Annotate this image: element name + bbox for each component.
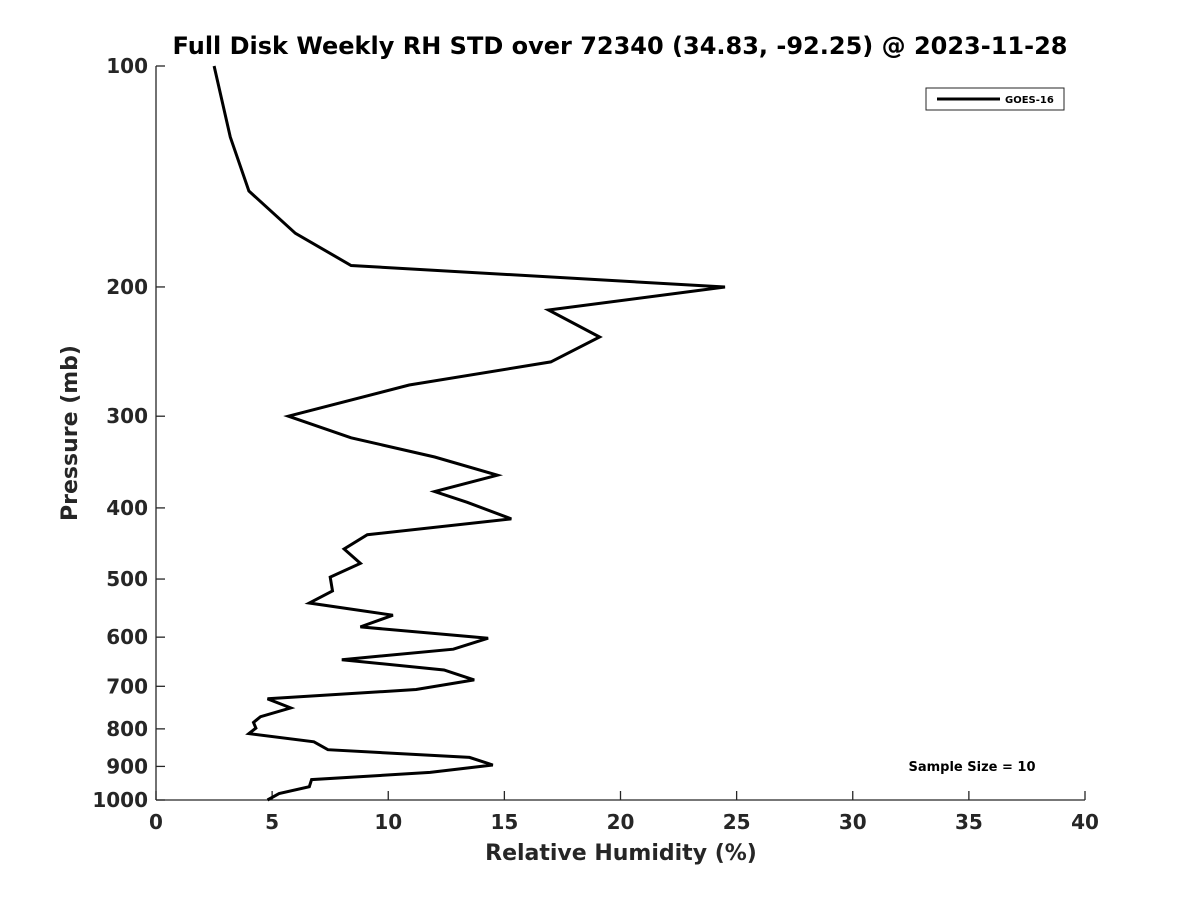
y-tick-label: 300 <box>106 404 148 428</box>
y-axis-ticks: 100 200 300 400 500 600 700 800 900 1000 <box>92 54 165 812</box>
plot-area: 0 5 10 15 20 25 30 35 40 100 200 300 400 500 600 700 80… <box>92 54 1099 834</box>
legend-entry-goes16: GOES-16 <box>1005 95 1054 106</box>
y-tick-label: 200 <box>106 275 148 299</box>
x-tick-label: 15 <box>490 810 518 834</box>
x-tick-label: 40 <box>1071 810 1099 834</box>
x-tick-label: 30 <box>839 810 867 834</box>
x-axis-label: Relative Humidity (%) <box>485 841 757 866</box>
y-tick-label: 400 <box>106 496 148 520</box>
y-tick-label: 700 <box>106 674 148 698</box>
x-tick-label: 35 <box>955 810 983 834</box>
x-tick-label: 25 <box>723 810 751 834</box>
chart-title: Full Disk Weekly RH STD over 72340 (34.8… <box>173 32 1068 60</box>
y-tick-label: 1000 <box>92 788 148 812</box>
series-line-goes16 <box>212 65 726 802</box>
x-tick-label: 10 <box>374 810 402 834</box>
y-tick-label: 600 <box>106 625 148 649</box>
y-tick-label: 800 <box>106 717 148 741</box>
y-axis-label: Pressure (mb) <box>58 345 83 521</box>
y-tick-label: 900 <box>106 754 148 778</box>
series-layer <box>212 65 726 802</box>
y-tick-label: 100 <box>106 54 148 78</box>
y-tick-label: 500 <box>106 567 148 591</box>
x-tick-label: 0 <box>149 810 163 834</box>
x-tick-label: 5 <box>265 810 279 834</box>
legend: GOES-16 <box>925 87 1065 111</box>
sample-size-annotation: Sample Size = 10 <box>908 760 1035 775</box>
x-tick-label: 20 <box>607 810 635 834</box>
x-axis-ticks: 0 5 10 15 20 25 30 35 40 <box>149 791 1099 834</box>
